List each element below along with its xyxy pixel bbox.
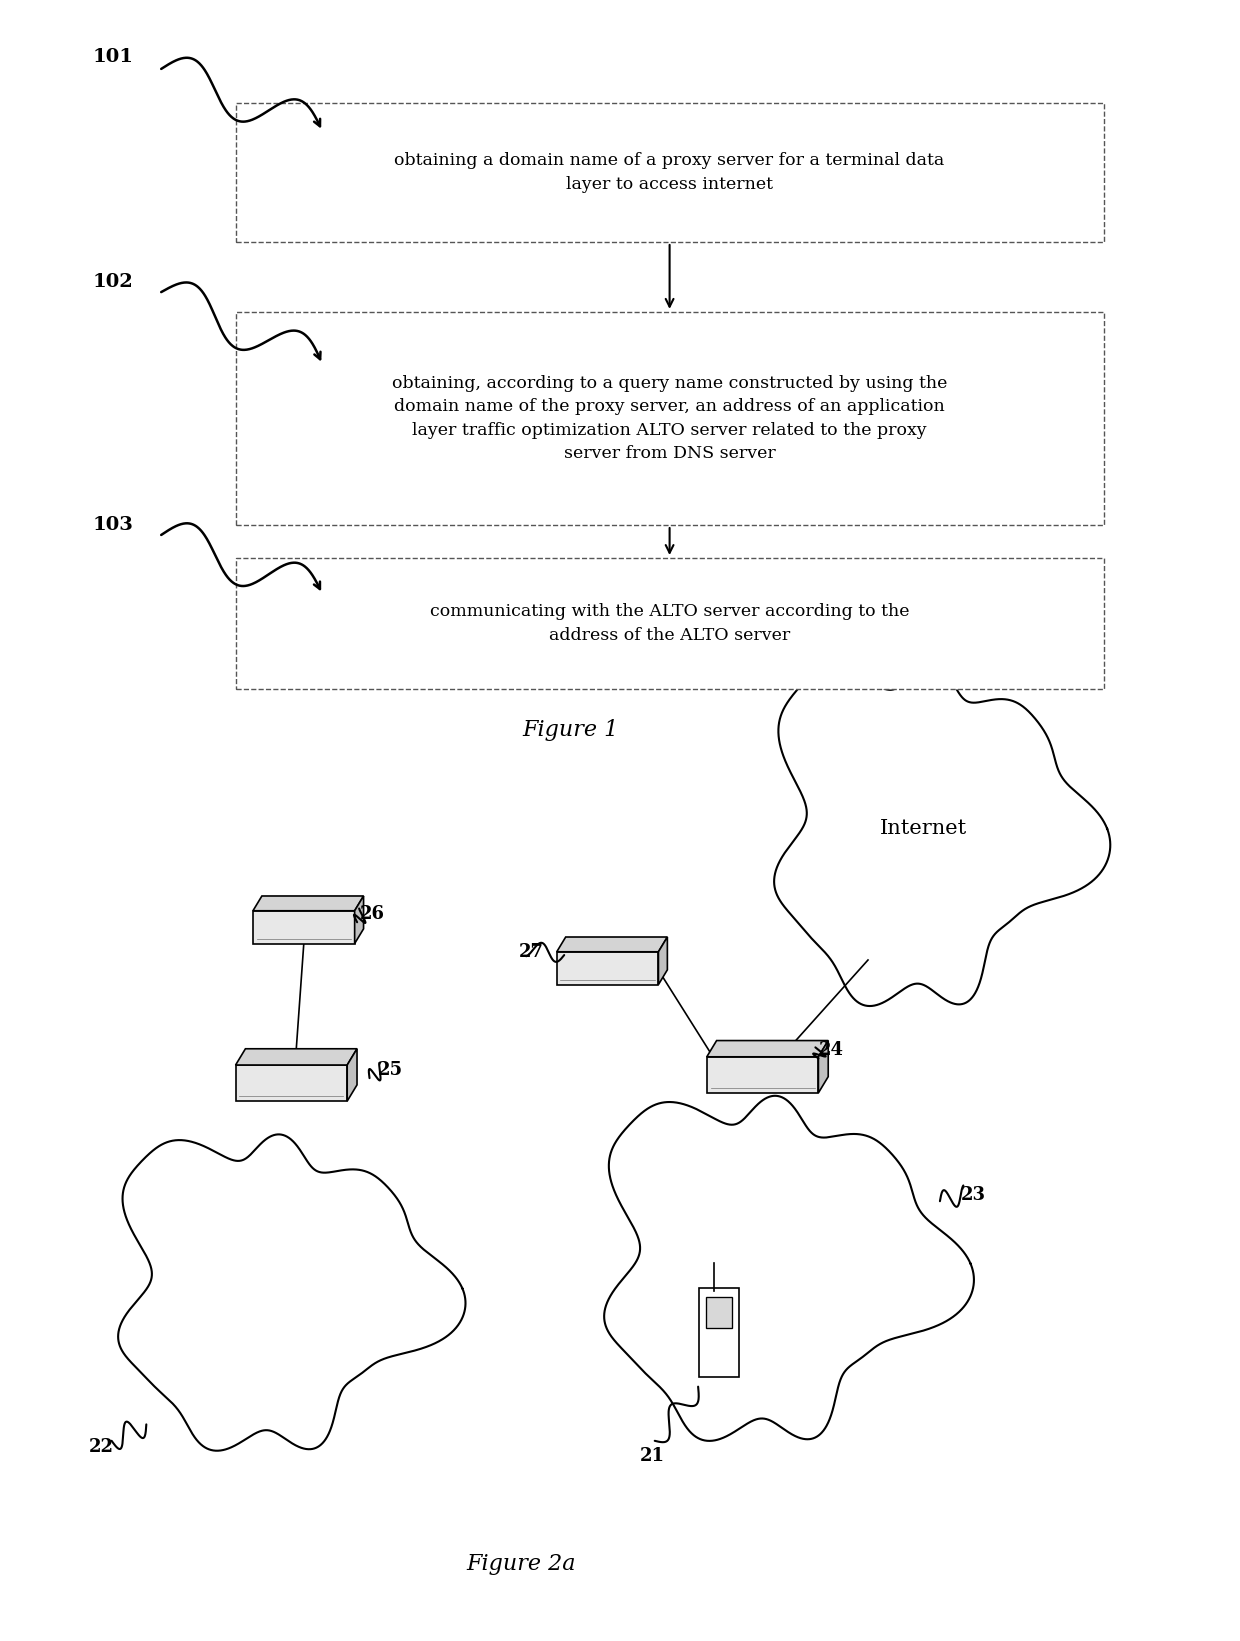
Text: 24: 24	[818, 1042, 843, 1058]
Polygon shape	[253, 911, 355, 944]
Text: communicating with the ALTO server according to the
address of the ALTO server: communicating with the ALTO server accor…	[430, 604, 909, 643]
Polygon shape	[557, 952, 658, 985]
Text: obtaining a domain name of a proxy server for a terminal data
layer to access in: obtaining a domain name of a proxy serve…	[394, 153, 945, 192]
Polygon shape	[774, 661, 1110, 1006]
FancyBboxPatch shape	[699, 1288, 739, 1377]
Polygon shape	[236, 1065, 347, 1101]
Polygon shape	[658, 937, 667, 985]
FancyBboxPatch shape	[706, 1296, 733, 1329]
FancyBboxPatch shape	[236, 312, 1104, 525]
Polygon shape	[355, 896, 363, 944]
Text: 101: 101	[93, 49, 134, 66]
Polygon shape	[707, 1040, 828, 1057]
FancyBboxPatch shape	[236, 102, 1104, 241]
Polygon shape	[236, 1049, 357, 1065]
Polygon shape	[707, 1057, 818, 1093]
FancyBboxPatch shape	[236, 558, 1104, 689]
Text: 22: 22	[89, 1439, 114, 1456]
Text: 21: 21	[640, 1447, 665, 1464]
Text: 103: 103	[93, 517, 134, 533]
Polygon shape	[118, 1134, 465, 1451]
Text: 25: 25	[378, 1062, 403, 1078]
Text: 102: 102	[93, 274, 134, 290]
Polygon shape	[604, 1096, 973, 1441]
Text: Figure 1: Figure 1	[522, 719, 619, 742]
Text: obtaining, according to a query name constructed by using the
domain name of the: obtaining, according to a query name con…	[392, 374, 947, 463]
Text: Internet: Internet	[880, 819, 967, 839]
Text: 26: 26	[360, 906, 384, 922]
Polygon shape	[347, 1049, 357, 1101]
Polygon shape	[818, 1040, 828, 1093]
Polygon shape	[253, 896, 363, 911]
Text: 27: 27	[518, 944, 543, 960]
Text: 23: 23	[961, 1186, 986, 1203]
Polygon shape	[557, 937, 667, 952]
Text: Figure 2a: Figure 2a	[466, 1552, 575, 1575]
